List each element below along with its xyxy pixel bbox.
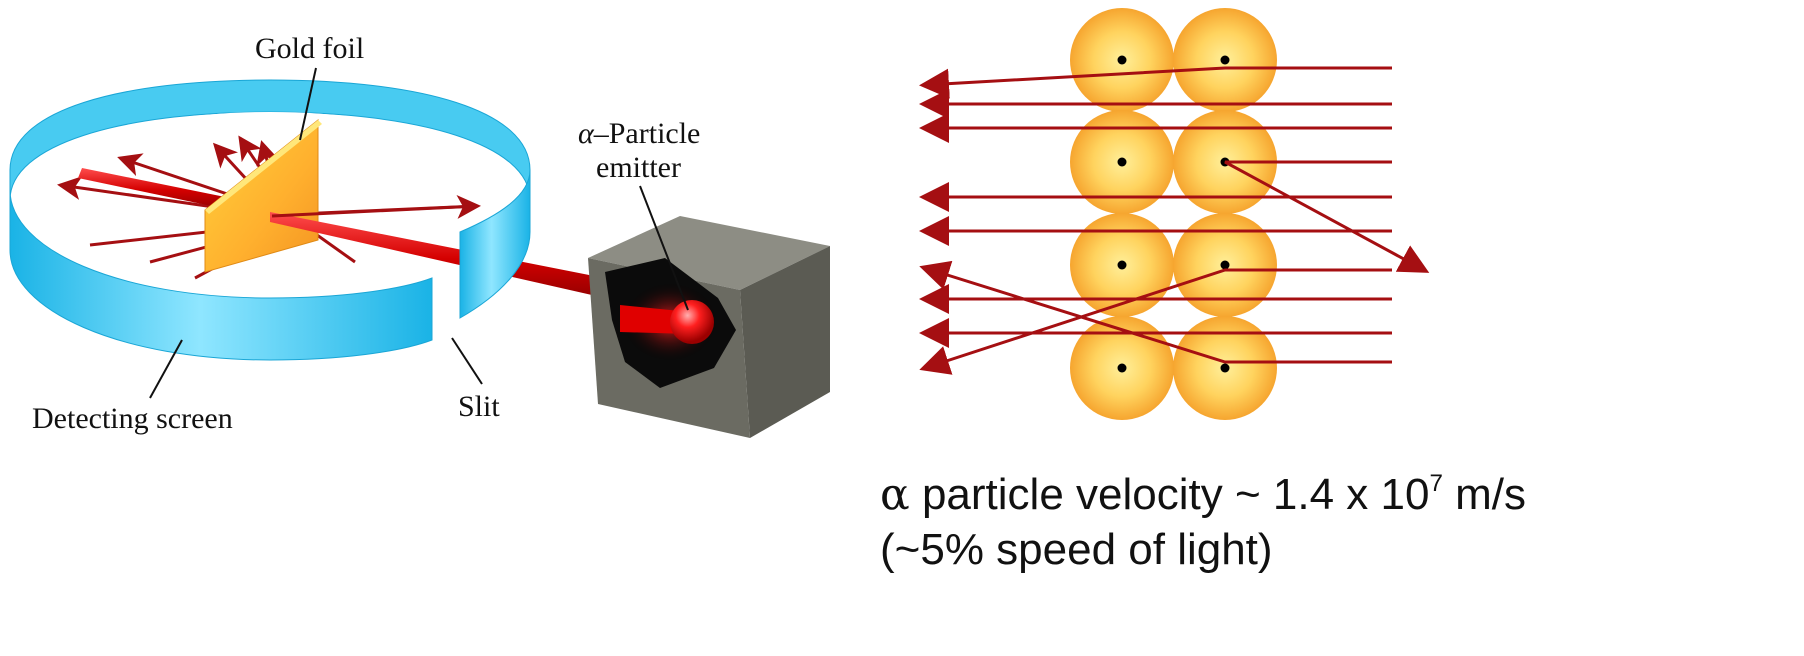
particle-path — [919, 66, 1392, 99]
emitter-label-particle: –Particle — [593, 117, 701, 150]
particle-path — [919, 260, 1392, 364]
nucleus — [1220, 260, 1230, 270]
alpha-beam — [270, 212, 640, 305]
velocity-unit: m/s — [1442, 470, 1526, 520]
nucleus — [1117, 55, 1127, 65]
nucleus — [1220, 363, 1230, 373]
alpha-particle-paths — [919, 66, 1430, 375]
alpha-beam-rear — [78, 168, 240, 212]
gold-foil-label: Gold foil — [255, 32, 364, 65]
radioactive-source — [670, 300, 714, 344]
alpha-symbol: α — [880, 469, 910, 521]
nucleus — [1117, 157, 1127, 167]
velocity-caption: α particle velocity ~ 1.4 x 107 m/s — [880, 469, 1526, 521]
detecting-screen-right-segment — [459, 169, 531, 319]
rutherford-apparatus: Gold foil α–Particle emitter Detecting s… — [9, 32, 830, 438]
nucleus — [1117, 260, 1127, 270]
speed-of-light-caption: (~5% speed of light) — [880, 525, 1273, 574]
detecting-screen-front-wall — [9, 189, 433, 361]
nuclei — [1117, 55, 1230, 373]
particle-path — [919, 268, 1392, 375]
emitter-label-line2: emitter — [596, 151, 681, 184]
detecting-screen-label: Detecting screen — [32, 402, 233, 435]
nucleus — [1117, 363, 1127, 373]
leader-lines — [149, 67, 689, 399]
velocity-text: particle velocity ~ 1.4 x 10 — [909, 470, 1430, 520]
alpha-particle-emitter — [588, 216, 830, 438]
emitter-label-line1: α–Particle — [578, 117, 700, 150]
alpha-symbol: α — [578, 117, 595, 150]
velocity-exponent: 7 — [1429, 470, 1443, 497]
nucleus — [1220, 55, 1230, 65]
atomic-scattering-view — [919, 8, 1430, 420]
slit-label: Slit — [458, 390, 500, 423]
particle-path — [1224, 160, 1430, 273]
